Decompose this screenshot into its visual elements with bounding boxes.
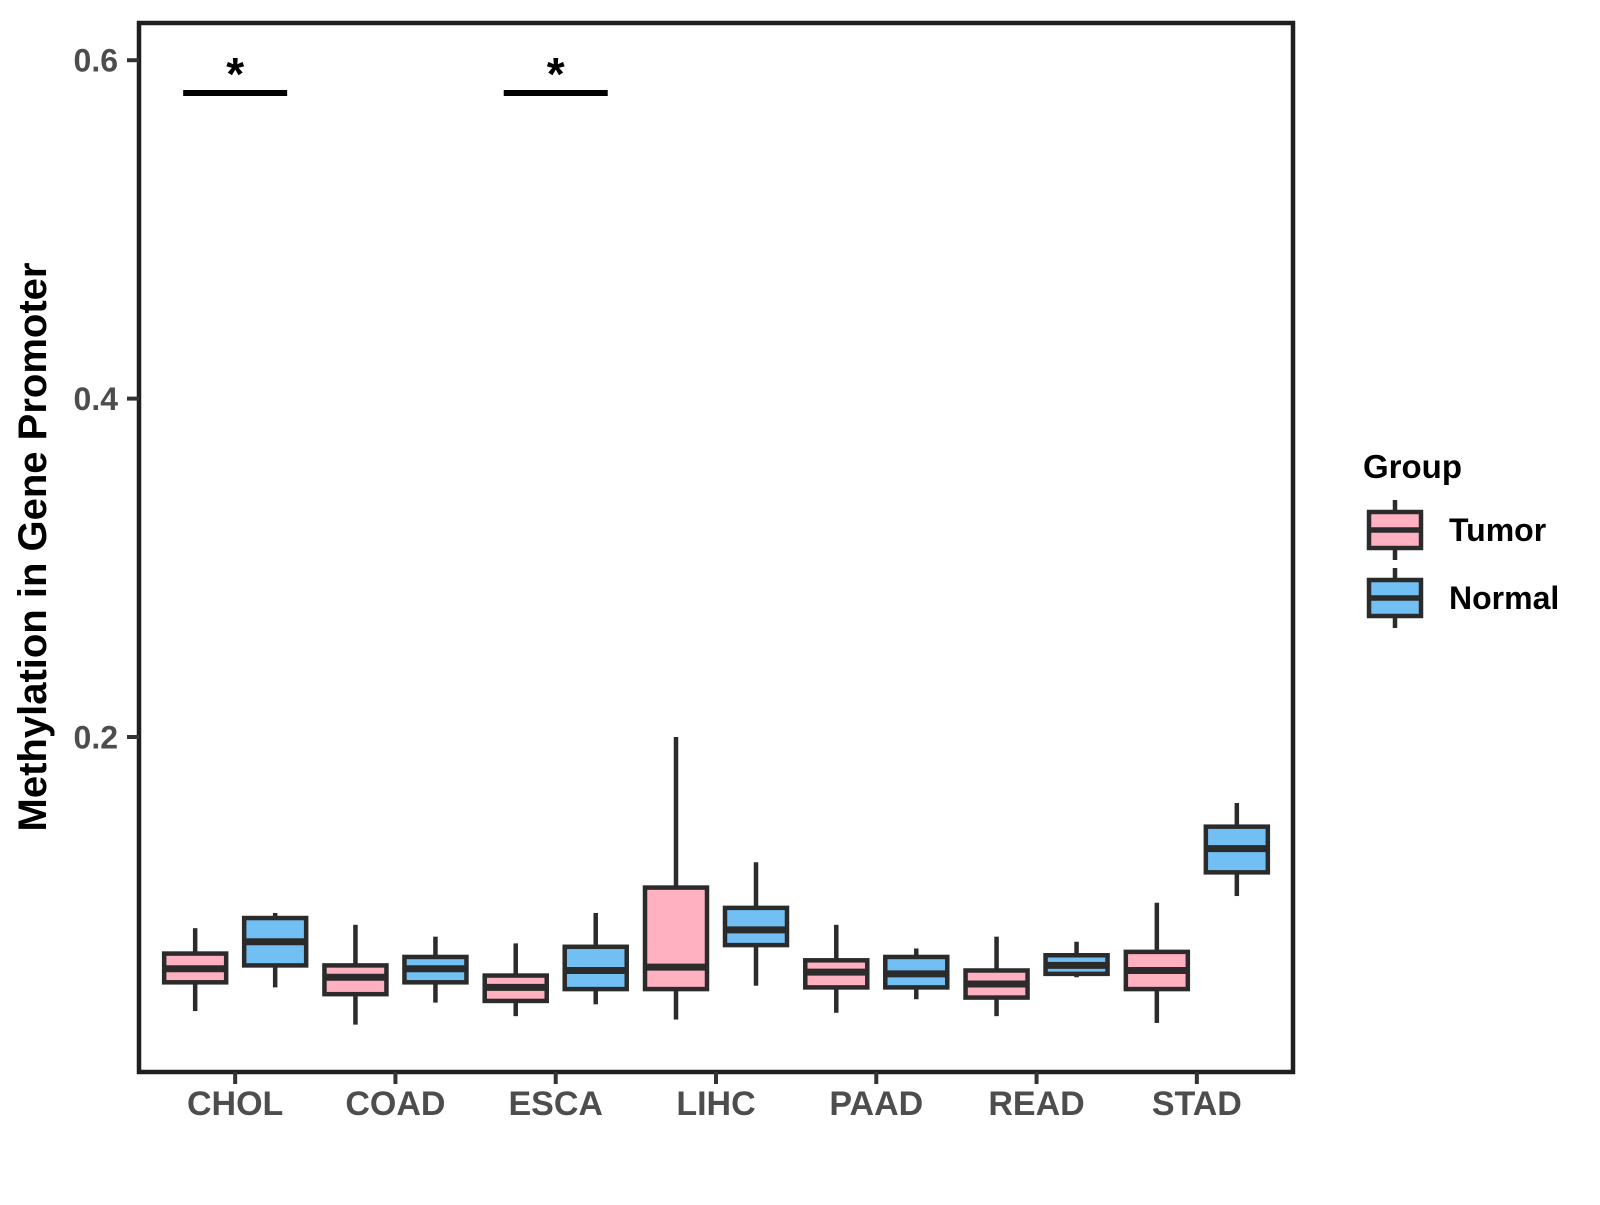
- boxplot-tumor-lihc: [642, 736, 710, 1020]
- x-tick-label-PAAD: PAAD: [829, 1085, 923, 1123]
- x-tick-label-READ: READ: [988, 1085, 1084, 1123]
- x-tick-label-CHOL: CHOL: [187, 1085, 283, 1123]
- legend-entries: Tumor Normal: [1366, 500, 1559, 628]
- legend-entry-tumor: Tumor: [1366, 500, 1559, 560]
- x-tick-label-STAD: STAD: [1152, 1085, 1242, 1123]
- legend-label-tumor: Tumor: [1449, 511, 1547, 548]
- panel-border: [136, 20, 1296, 1075]
- boxplot-normal-paad: [883, 948, 950, 1000]
- x-tick-label-LIHC: LIHC: [676, 1085, 755, 1123]
- legend-entry-normal: Normal: [1366, 568, 1559, 628]
- boxplot-normal-esca: [562, 912, 629, 1005]
- x-tick-label-COAD: COAD: [345, 1085, 445, 1123]
- significance-star-chol: *: [226, 48, 244, 100]
- y-tick-label: 0.2: [74, 719, 118, 755]
- boxplot-tumor-chol: [161, 928, 229, 1012]
- tumor-boxplot-key-icon: [1366, 500, 1424, 560]
- legend-title: Group: [1363, 448, 1462, 485]
- boxplot-tumor-stad: [1123, 902, 1191, 1023]
- legend: Group Tumor Normal: [1363, 448, 1559, 628]
- boxplot-normal-stad: [1203, 802, 1271, 897]
- boxplot-normal-lihc: [722, 862, 790, 986]
- boxplot-tumor-read: [963, 936, 1030, 1017]
- legend-label-normal: Normal: [1449, 579, 1560, 616]
- iqr-box: [642, 885, 710, 992]
- x-tick-label-ESCA: ESCA: [508, 1085, 602, 1123]
- boxplot-tumor-esca: [482, 943, 549, 1017]
- normal-boxplot-key-icon: [1366, 568, 1424, 628]
- boxplot-tumor-paad: [803, 924, 870, 1013]
- significance-star-esca: *: [547, 48, 565, 100]
- boxplot-normal-coad: [402, 936, 469, 1003]
- y-tick-label: 0.4: [74, 381, 119, 417]
- boxplot-normal-chol: [241, 912, 309, 988]
- y-axis-title: Methylation in Gene Promoter: [11, 262, 55, 832]
- boxplot-tumor-coad: [322, 924, 389, 1025]
- y-tick-label: 0.6: [74, 43, 118, 79]
- boxplot-normal-read: [1043, 941, 1110, 978]
